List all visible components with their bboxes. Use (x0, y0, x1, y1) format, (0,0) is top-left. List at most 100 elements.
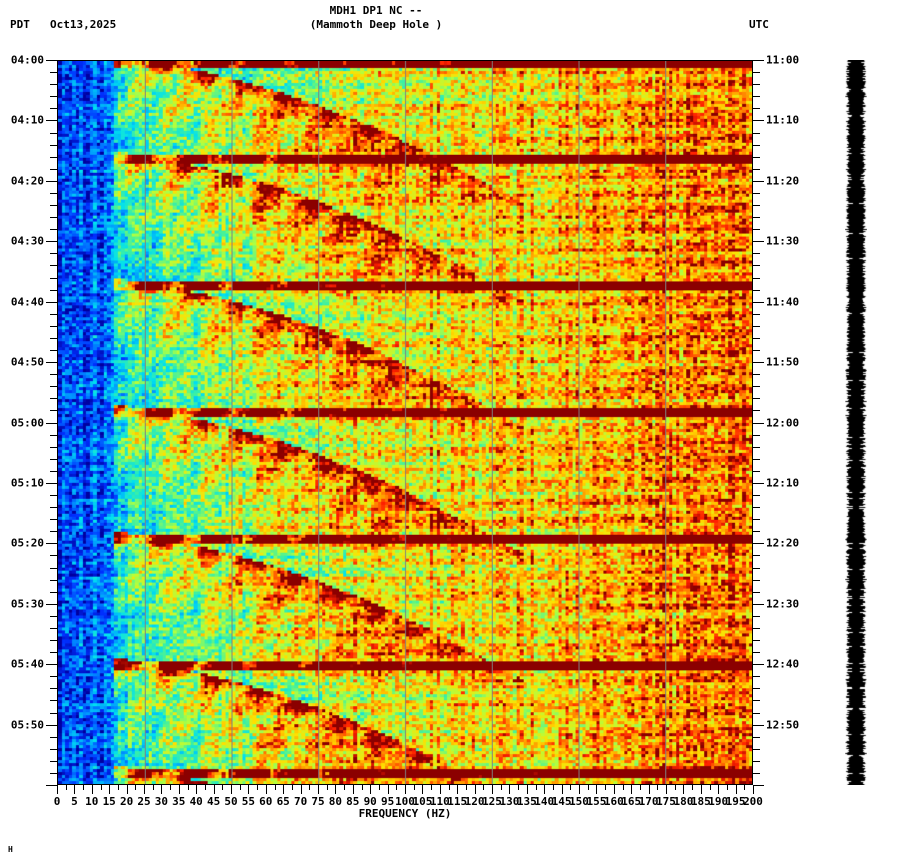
time-tick-minor-right (753, 627, 760, 629)
time-label-local: 04:20 (10, 174, 44, 188)
time-tick-minor-right (753, 640, 760, 641)
time-tick-minor-left (50, 676, 57, 678)
freq-tick-minor (448, 785, 450, 790)
time-tick-minor-right (753, 458, 760, 460)
freq-label: 5 (71, 795, 78, 808)
time-tick-minor-right (753, 325, 760, 327)
freq-tick-major (109, 785, 111, 794)
freq-label: 145 (551, 795, 572, 808)
time-tick-major-right (753, 422, 764, 424)
freq-tick-major (213, 785, 215, 794)
time-tick-minor-right (753, 374, 760, 376)
freq-tick-major (492, 785, 493, 794)
time-tick-minor-left (50, 96, 57, 98)
freq-label: 120 (464, 795, 485, 808)
time-tick-minor-left (50, 253, 57, 255)
time-tick-minor-left (50, 567, 57, 569)
freq-label: 160 (603, 795, 624, 808)
time-tick-major-left (46, 241, 57, 243)
spectrogram-canvas[interactable] (58, 61, 752, 784)
time-tick-minor-right (753, 108, 760, 110)
freq-tick-minor (622, 785, 624, 790)
time-tick-minor-right (753, 434, 760, 436)
time-tick-major-left (46, 180, 57, 182)
time-tick-minor-left (50, 217, 57, 219)
frequency-axis: 0 5 10 15 20 25 30 35 40 45 50 55 60 65 70 75 80 85 90 95 10… (53, 785, 763, 825)
freq-tick-major (370, 785, 372, 794)
time-tick-minor-right (753, 688, 760, 690)
time-label-utc: 11:50 (766, 355, 800, 369)
freq-tick-major (666, 785, 667, 794)
time-tick-minor-right (753, 772, 760, 774)
time-tick-major-right (753, 603, 764, 605)
freq-tick-major (526, 785, 528, 794)
time-tick-minor-right (753, 217, 760, 219)
time-tick-major-right (753, 241, 764, 243)
time-tick-major-left (46, 603, 57, 605)
time-tick-major-right (753, 120, 764, 122)
freq-label: 135 (516, 795, 537, 808)
timezone-left-label: PDT (10, 18, 30, 31)
freq-label: 190 (708, 795, 729, 808)
freq-label: 0 (53, 795, 61, 808)
freq-label: 95 (380, 795, 395, 808)
time-tick-minor-right (753, 519, 760, 521)
freq-tick-major (700, 785, 702, 794)
time-tick-minor-left (50, 265, 57, 267)
time-label-local: 04:10 (10, 113, 44, 127)
freq-tick-minor (396, 785, 398, 790)
time-label-local: 05:20 (10, 536, 44, 550)
freq-tick-minor (274, 785, 276, 790)
timezone-right-label: UTC (749, 18, 769, 31)
freq-label: 40 (189, 795, 203, 808)
freq-tick-minor (570, 785, 572, 790)
freq-tick-major (474, 785, 476, 794)
time-tick-minor-right (753, 531, 760, 533)
time-tick-minor-left (50, 579, 57, 581)
time-tick-major-right (753, 362, 764, 364)
time-tick-minor-right (753, 567, 760, 569)
time-label-utc: 12:10 (766, 476, 800, 490)
freq-label: 200 (743, 795, 763, 808)
freq-label: 90 (363, 795, 377, 808)
freq-tick-major (352, 785, 354, 794)
freq-tick-major (196, 785, 198, 794)
freq-label: 195 (725, 795, 746, 808)
time-tick-minor-right (753, 350, 760, 351)
freq-label: 35 (172, 795, 186, 808)
time-tick-minor-right (753, 748, 760, 750)
time-tick-minor-left (50, 748, 57, 750)
time-tick-minor-left (50, 325, 57, 327)
freq-tick-minor (100, 785, 102, 790)
freq-label: 25 (137, 795, 151, 808)
time-tick-minor-left (50, 495, 57, 496)
time-tick-minor-left (50, 519, 57, 521)
freq-tick-minor (639, 785, 641, 790)
time-tick-minor-left (50, 374, 57, 376)
station-name: (Mammoth Deep Hole ) (309, 18, 443, 31)
amplitude-trace-canvas (845, 60, 867, 785)
time-label-local: 05:50 (10, 718, 44, 732)
time-tick-minor-right (753, 712, 760, 714)
time-tick-minor-left (50, 313, 57, 315)
freq-tick-major (457, 785, 459, 794)
time-label-utc: 11:30 (766, 234, 800, 248)
time-axis-local: 04:00 04:10 04:20 04:30 04:40 04:50 05:00 05:10… (0, 0, 57, 864)
freq-tick-minor (587, 785, 589, 790)
time-tick-minor-left (50, 688, 57, 690)
time-tick-major-right (753, 60, 764, 61)
time-tick-major-right (753, 785, 764, 786)
freq-tick-minor (170, 785, 172, 790)
time-tick-minor-right (753, 144, 760, 146)
time-tick-major-left (46, 785, 57, 786)
freq-label: 15 (102, 795, 116, 808)
freq-tick-major (126, 785, 128, 794)
time-tick-major-left (46, 422, 57, 424)
freq-tick-major (91, 785, 93, 794)
time-tick-minor-right (753, 410, 760, 412)
time-tick-major-right (753, 543, 764, 545)
spectrogram-plot[interactable] (57, 60, 753, 785)
time-tick-minor-right (753, 591, 760, 593)
freq-tick-minor (378, 785, 380, 790)
freq-tick-major (422, 785, 424, 794)
